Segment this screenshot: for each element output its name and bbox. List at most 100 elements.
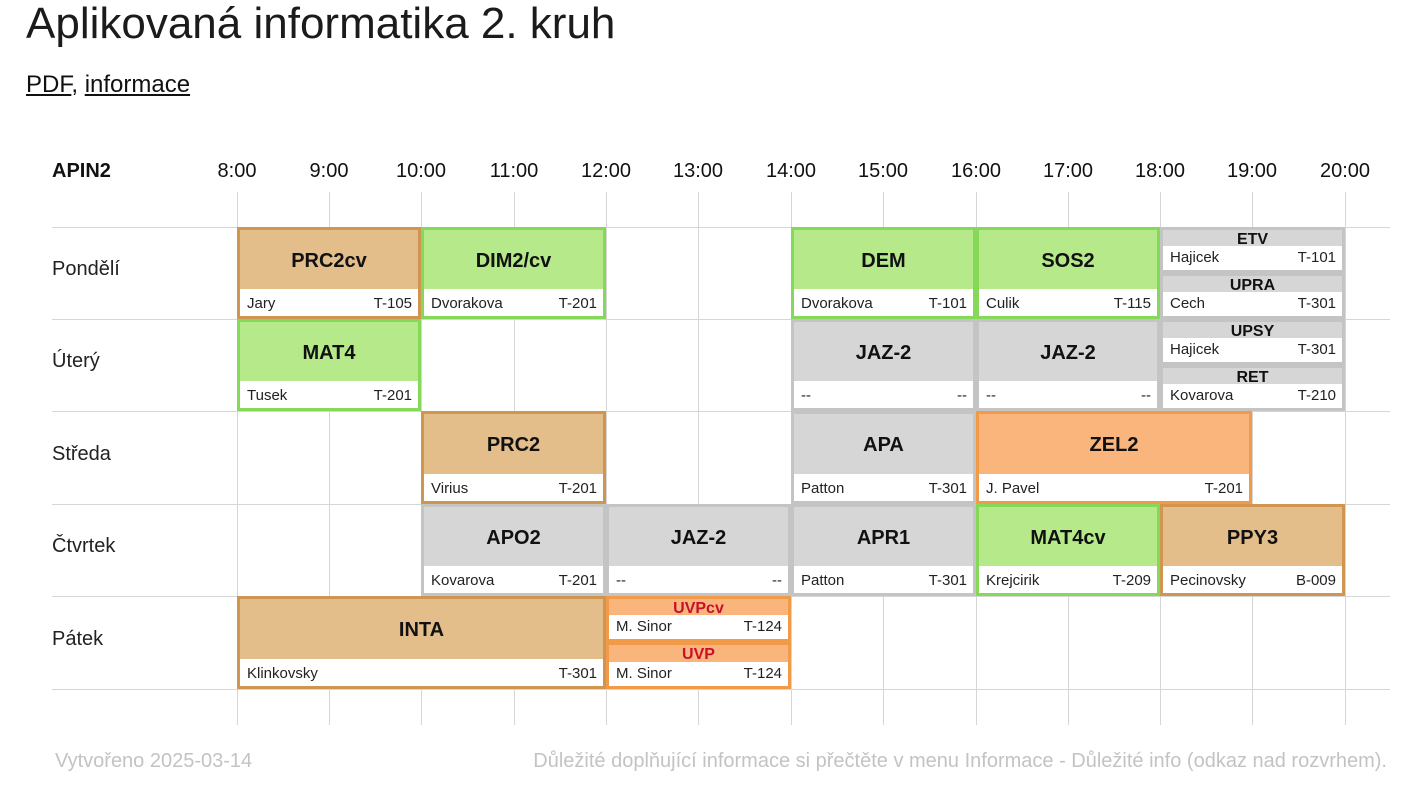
event-code: APA <box>863 434 904 456</box>
event-room: T-301 <box>928 572 967 589</box>
pdf-link[interactable]: PDF <box>26 71 72 98</box>
event-footer: Dvorakova T-101 <box>794 289 973 316</box>
hour-label: 13:00 <box>672 160 724 182</box>
event-teacher: Pecinovsky <box>1170 572 1246 589</box>
event-code: JAZ-2 <box>855 342 912 364</box>
grid-line <box>52 227 1390 228</box>
event-block[interactable]: DIM2/cv Dvorakova T-201 <box>421 227 606 319</box>
event-room: T-201 <box>558 480 597 497</box>
grid-line <box>52 319 1390 320</box>
grid-line <box>1252 192 1253 725</box>
event-room: T-101 <box>928 295 967 312</box>
event-teacher: Dvorakova <box>431 295 503 312</box>
event-footer: Patton T-301 <box>794 474 973 501</box>
event-block[interactable]: DEM Dvorakova T-101 <box>791 227 976 319</box>
event-block[interactable]: UPSY Hajicek T-301 <box>1160 319 1345 365</box>
hour-label: 15:00 <box>857 160 909 182</box>
grid-line <box>606 192 607 725</box>
group-label: APIN2 <box>52 160 111 182</box>
event-block[interactable]: PRC2 Virius T-201 <box>421 411 606 504</box>
footer-note: Důležité doplňující informace si přečtět… <box>533 750 1387 772</box>
event-block[interactable]: RET Kovarova T-210 <box>1160 365 1345 411</box>
event-footer: Patton T-301 <box>794 566 973 593</box>
event-code: SOS2 <box>1041 250 1095 272</box>
event-block[interactable]: ZEL2 J. Pavel T-201 <box>976 411 1252 504</box>
event-code: RET <box>1236 369 1269 386</box>
event-code: UPRA <box>1229 277 1276 294</box>
event-code: PRC2cv <box>291 250 367 272</box>
event-footer: -- -- <box>979 381 1157 408</box>
event-block[interactable]: UPRA Cech T-301 <box>1160 273 1345 319</box>
event-block[interactable]: PPY3 Pecinovsky B-009 <box>1160 504 1345 596</box>
event-teacher: Hajicek <box>1170 341 1220 358</box>
event-room: -- <box>957 387 967 404</box>
event-code: APR1 <box>856 527 911 549</box>
event-footer: -- -- <box>794 381 973 408</box>
information-link[interactable]: informace <box>84 71 191 98</box>
event-footer: Culik T-115 <box>979 289 1157 316</box>
event-block[interactable]: SOS2 Culik T-115 <box>976 227 1160 319</box>
event-footer: M. Sinor T-124 <box>609 662 788 686</box>
event-room: B-009 <box>1295 572 1336 589</box>
hour-label: 19:00 <box>1226 160 1278 182</box>
event-code: UPSY <box>1230 323 1275 340</box>
event-footer: -- -- <box>609 566 788 593</box>
event-footer: M. Sinor T-124 <box>609 615 788 639</box>
hour-label: 11:00 <box>489 160 539 182</box>
event-room: T-105 <box>373 295 412 312</box>
event-footer: Kovarova T-201 <box>424 566 603 593</box>
created-date: Vytvořeno 2025-03-14 <box>55 750 253 772</box>
grid-line <box>698 192 699 725</box>
event-footer: Virius T-201 <box>424 474 603 501</box>
event-room: T-124 <box>743 618 782 635</box>
hour-label: 16:00 <box>950 160 1002 182</box>
event-block[interactable]: MAT4 Tusek T-201 <box>237 319 421 411</box>
grid-line <box>1345 192 1346 725</box>
event-footer: Klinkovsky T-301 <box>240 659 603 686</box>
event-room: T-201 <box>1204 480 1243 497</box>
event-block[interactable]: JAZ-2 -- -- <box>976 319 1160 411</box>
event-teacher: M. Sinor <box>616 618 672 635</box>
event-teacher: Tusek <box>247 387 288 404</box>
day-label-monday: Pondělí <box>52 258 120 280</box>
event-teacher: Kovarova <box>1170 387 1234 404</box>
event-block[interactable]: UVP M. Sinor T-124 <box>606 642 791 689</box>
event-teacher: Krejcirik <box>986 572 1040 589</box>
event-room: T-301 <box>928 480 967 497</box>
links-row: PDF, informace <box>26 70 190 100</box>
event-code: APO2 <box>486 527 541 549</box>
event-block[interactable]: ETV Hajicek T-101 <box>1160 227 1345 273</box>
event-code: INTA <box>398 619 445 641</box>
event-block[interactable]: JAZ-2 -- -- <box>606 504 791 596</box>
event-footer: Kovarova T-210 <box>1163 384 1342 408</box>
event-code: ETV <box>1236 231 1269 248</box>
event-block[interactable]: APO2 Kovarova T-201 <box>421 504 606 596</box>
day-label-thursday: Čtvrtek <box>52 535 116 557</box>
event-block[interactable]: APA Patton T-301 <box>791 411 976 504</box>
event-footer: Pecinovsky B-009 <box>1163 566 1342 593</box>
event-block[interactable]: PRC2cv Jary T-105 <box>237 227 421 319</box>
event-block[interactable]: JAZ-2 -- -- <box>791 319 976 411</box>
event-teacher: Culik <box>986 295 1020 312</box>
links-separator: , <box>71 71 79 98</box>
event-room: T-301 <box>558 665 597 682</box>
event-teacher: J. Pavel <box>986 480 1040 497</box>
event-teacher: Patton <box>801 480 845 497</box>
day-label-tuesday: Úterý <box>52 350 100 372</box>
event-room: T-115 <box>1113 295 1151 312</box>
event-block[interactable]: APR1 Patton T-301 <box>791 504 976 596</box>
event-room: T-301 <box>1297 341 1336 358</box>
hour-label: 14:00 <box>765 160 817 182</box>
event-code: PPY3 <box>1226 527 1279 549</box>
event-footer: Dvorakova T-201 <box>424 289 603 316</box>
event-code: JAZ-2 <box>670 527 727 549</box>
event-teacher: Cech <box>1170 295 1206 312</box>
event-block[interactable]: MAT4cv Krejcirik T-209 <box>976 504 1160 596</box>
event-block[interactable]: UVPcv M. Sinor T-124 <box>606 596 791 642</box>
event-teacher: Klinkovsky <box>247 665 318 682</box>
event-footer: Hajicek T-101 <box>1163 246 1342 270</box>
event-block[interactable]: INTA Klinkovsky T-301 <box>237 596 606 689</box>
event-teacher: -- <box>986 387 996 404</box>
event-code: ZEL2 <box>1089 434 1139 456</box>
